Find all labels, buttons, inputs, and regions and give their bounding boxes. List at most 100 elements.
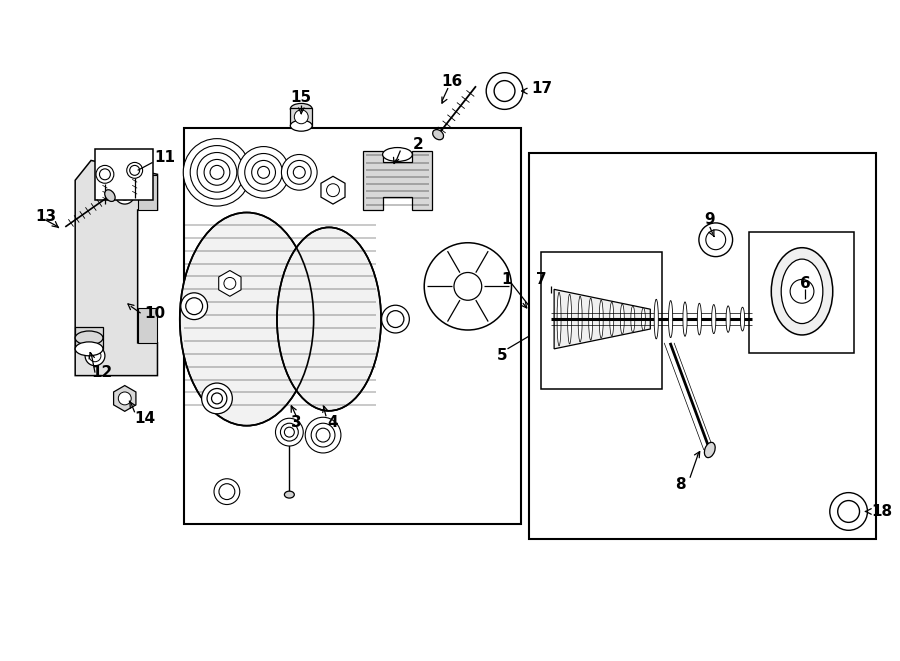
Circle shape [790,280,814,303]
Circle shape [252,161,275,184]
Ellipse shape [631,306,634,332]
Circle shape [494,81,515,101]
Circle shape [387,311,404,327]
Circle shape [486,73,523,109]
Bar [291,108,312,126]
Ellipse shape [180,212,314,426]
Text: 7: 7 [536,272,546,287]
Circle shape [204,159,230,185]
Ellipse shape [589,298,593,340]
Bar [750,232,853,353]
Text: 6: 6 [799,276,810,291]
Circle shape [282,155,317,190]
Ellipse shape [771,248,832,335]
Ellipse shape [578,296,582,342]
Ellipse shape [568,294,572,344]
Circle shape [190,145,244,199]
Circle shape [219,484,235,500]
Circle shape [275,418,303,446]
Ellipse shape [726,306,730,332]
Circle shape [207,389,227,408]
Circle shape [96,165,113,183]
Bar [184,128,521,524]
Bar [138,308,157,343]
Circle shape [100,169,111,180]
Circle shape [115,184,135,204]
Circle shape [130,165,140,175]
Bar [95,149,152,200]
Ellipse shape [76,331,103,345]
Circle shape [281,423,298,441]
Ellipse shape [104,190,115,202]
Circle shape [197,153,237,192]
Polygon shape [321,176,345,204]
Bar [529,153,877,539]
Ellipse shape [599,300,603,338]
Polygon shape [554,290,651,349]
Circle shape [184,139,251,206]
Text: 3: 3 [291,414,302,430]
Circle shape [257,167,269,178]
Text: 9: 9 [705,212,716,227]
Circle shape [181,293,208,319]
Ellipse shape [284,491,294,498]
Ellipse shape [669,301,672,338]
Circle shape [706,230,725,250]
Circle shape [287,161,311,184]
Bar [541,252,662,389]
Text: 14: 14 [135,410,156,426]
Text: 5: 5 [497,348,508,364]
Circle shape [311,423,335,447]
Text: 13: 13 [35,210,57,225]
Polygon shape [113,385,136,411]
Circle shape [454,272,482,300]
Ellipse shape [781,259,823,323]
Text: 11: 11 [155,150,176,165]
Circle shape [118,392,131,405]
Ellipse shape [683,302,687,336]
Circle shape [210,165,224,179]
Ellipse shape [433,130,444,139]
Circle shape [212,393,222,404]
Ellipse shape [291,103,312,114]
Circle shape [214,479,239,504]
Ellipse shape [557,292,561,346]
Text: 4: 4 [328,414,338,430]
Ellipse shape [741,307,744,331]
Circle shape [245,153,283,191]
Circle shape [382,305,410,333]
Circle shape [202,383,232,414]
Text: 12: 12 [91,365,112,380]
Circle shape [238,147,290,198]
Circle shape [119,188,130,200]
Ellipse shape [705,442,716,457]
Polygon shape [219,270,241,296]
Circle shape [89,350,101,362]
Ellipse shape [642,308,645,330]
Circle shape [699,223,733,256]
Circle shape [294,110,308,124]
Polygon shape [363,151,432,210]
Circle shape [830,492,868,530]
Ellipse shape [654,299,658,339]
Ellipse shape [712,305,716,334]
Circle shape [424,243,511,330]
Ellipse shape [698,303,701,335]
Ellipse shape [277,227,381,411]
Circle shape [305,417,341,453]
Circle shape [127,163,142,178]
Circle shape [86,346,105,366]
Bar [76,327,103,349]
Circle shape [284,427,294,437]
Text: 17: 17 [531,81,553,96]
Circle shape [293,167,305,178]
Text: 15: 15 [291,91,311,106]
Circle shape [327,184,339,196]
Ellipse shape [76,342,103,356]
Ellipse shape [620,304,625,334]
Text: 1: 1 [501,272,511,287]
Ellipse shape [382,147,412,161]
Text: 18: 18 [871,504,893,519]
Polygon shape [76,161,158,375]
Ellipse shape [610,302,614,336]
